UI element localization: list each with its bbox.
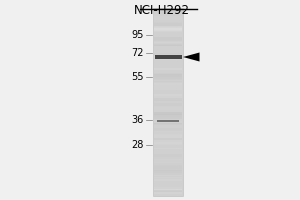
Bar <box>154 85 182 90</box>
Bar <box>154 98 182 101</box>
Bar <box>154 162 182 166</box>
Bar <box>154 121 182 123</box>
Bar <box>154 24 182 26</box>
Bar <box>154 20 182 24</box>
Bar <box>154 53 182 56</box>
Bar <box>154 156 182 158</box>
Bar <box>154 26 182 30</box>
Bar <box>154 42 182 44</box>
Bar <box>154 23 182 26</box>
Bar <box>154 74 182 79</box>
Bar <box>154 83 182 85</box>
Bar <box>154 96 182 99</box>
Bar <box>154 107 182 110</box>
Bar <box>154 142 182 144</box>
Bar <box>157 120 179 122</box>
Bar <box>154 74 182 78</box>
Bar <box>154 54 182 55</box>
Bar <box>154 41 182 44</box>
Bar <box>154 68 182 70</box>
Bar <box>154 80 182 81</box>
Bar <box>154 130 182 132</box>
Bar <box>154 78 182 79</box>
Bar <box>154 167 182 171</box>
Bar <box>154 140 182 145</box>
Bar <box>154 115 182 119</box>
Bar <box>154 157 182 160</box>
Text: 95: 95 <box>132 30 144 40</box>
Bar <box>154 94 182 98</box>
Bar <box>154 114 182 119</box>
Bar <box>154 156 182 159</box>
Bar <box>154 190 182 192</box>
Bar <box>154 117 182 119</box>
Text: 55: 55 <box>131 72 144 82</box>
Bar <box>154 134 182 138</box>
Bar <box>154 112 182 115</box>
Bar <box>154 138 182 140</box>
Bar <box>154 189 182 190</box>
Bar <box>154 37 182 42</box>
Bar <box>154 148 182 149</box>
Bar <box>154 75 182 77</box>
Bar <box>154 55 182 59</box>
Bar <box>154 18 182 22</box>
Bar <box>154 165 182 167</box>
Bar <box>154 103 182 106</box>
Bar <box>154 40 182 43</box>
Bar <box>154 28 182 31</box>
Text: 28: 28 <box>132 140 144 150</box>
Bar <box>154 96 182 100</box>
Bar <box>154 14 182 18</box>
Bar <box>154 128 182 131</box>
Bar <box>154 154 182 156</box>
Bar <box>154 192 182 194</box>
Bar <box>154 187 182 191</box>
Bar <box>154 169 182 171</box>
Bar <box>154 177 182 181</box>
Bar <box>154 27 182 30</box>
Bar <box>154 189 182 190</box>
Text: 72: 72 <box>131 48 144 58</box>
Bar <box>154 170 182 175</box>
Bar <box>154 79 182 82</box>
Bar <box>154 56 182 60</box>
Bar <box>154 42 182 43</box>
Polygon shape <box>183 52 200 61</box>
Bar <box>154 112 182 115</box>
Bar <box>154 123 182 124</box>
Bar <box>154 11 182 16</box>
Bar <box>154 173 182 178</box>
Bar <box>154 28 182 31</box>
Bar <box>154 45 182 46</box>
Bar <box>154 156 182 159</box>
Bar <box>154 96 182 100</box>
Bar <box>154 40 182 43</box>
Bar <box>154 176 182 179</box>
Bar <box>154 75 182 78</box>
Bar <box>154 163 182 168</box>
Bar <box>154 44 182 46</box>
Bar <box>154 157 182 158</box>
Text: 36: 36 <box>132 115 144 125</box>
Bar <box>154 37 182 41</box>
Bar <box>154 73 182 78</box>
Bar <box>154 135 182 140</box>
Text: NCI-H292: NCI-H292 <box>134 3 190 17</box>
Bar <box>154 30 182 32</box>
Bar <box>153 8 183 196</box>
Bar <box>154 165 182 168</box>
Bar <box>154 96 182 99</box>
Bar <box>154 123 182 125</box>
Bar <box>154 55 182 59</box>
